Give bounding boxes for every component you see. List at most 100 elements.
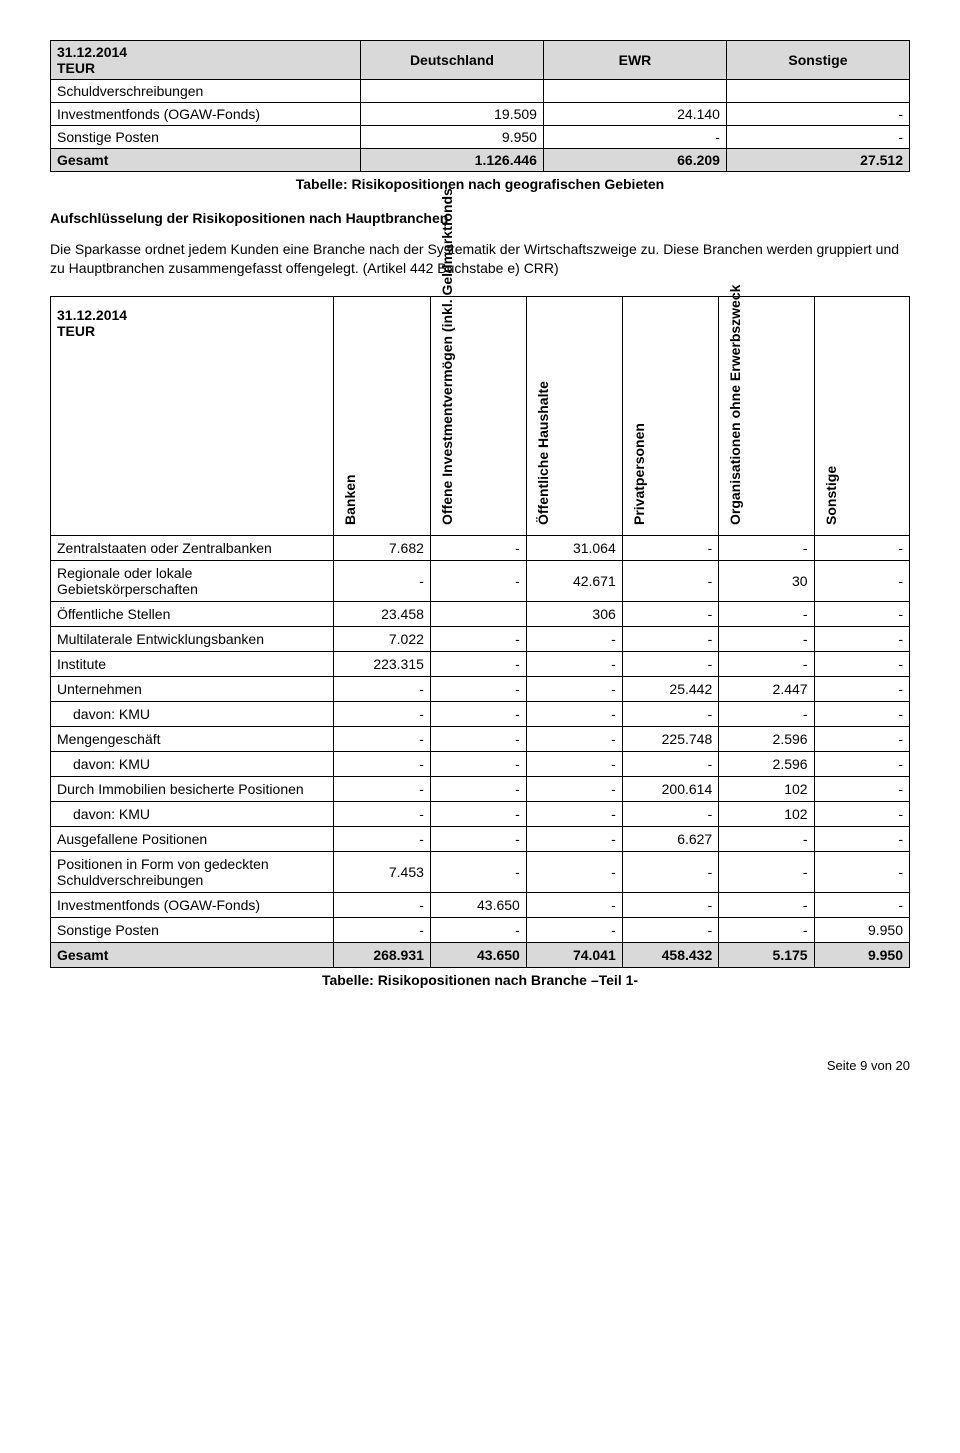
row-label: Sonstige Posten — [51, 126, 361, 149]
table-row: Öffentliche Stellen23.458306--- — [51, 601, 910, 626]
table-row: Mengengeschäft---225.7482.596- — [51, 726, 910, 751]
cell: 2.447 — [719, 676, 814, 701]
cell: 306 — [526, 601, 622, 626]
table-row: Investmentfonds (OGAW-Fonds)-43.650---- — [51, 892, 910, 917]
t1-header-date: 31.12.2014 — [57, 44, 127, 60]
cell: - — [334, 801, 430, 826]
cell: - — [334, 776, 430, 801]
cell: - — [334, 892, 430, 917]
cell: 27.512 — [726, 149, 909, 172]
cell: 7.682 — [334, 535, 430, 560]
t2-col-head-0: Banken — [334, 296, 430, 535]
cell: 7.022 — [334, 626, 430, 651]
cell: - — [622, 751, 718, 776]
table-row: Gesamt1.126.44666.20927.512 — [51, 149, 910, 172]
row-label: Multilaterale Entwicklungsbanken — [51, 626, 334, 651]
t2-col-head-3: Privatpersonen — [622, 296, 718, 535]
t2-col-4: Organisationen ohne Erwerbszweck — [725, 319, 745, 531]
t2-col-head-4: Organisationen ohne Erwerbszweck — [719, 296, 814, 535]
cell: 268.931 — [334, 942, 430, 967]
table-row: davon: KMU----2.596- — [51, 751, 910, 776]
cell: 42.671 — [526, 560, 622, 601]
cell: - — [719, 601, 814, 626]
cell: 9.950 — [814, 942, 909, 967]
cell: 19.509 — [360, 103, 543, 126]
table-row: Schuldverschreibungen — [51, 80, 910, 103]
cell: - — [726, 126, 909, 149]
row-label: Schuldverschreibungen — [51, 80, 361, 103]
cell: - — [430, 651, 526, 676]
cell: - — [430, 726, 526, 751]
cell: - — [526, 801, 622, 826]
cell: 1.126.446 — [360, 149, 543, 172]
cell: 2.596 — [719, 726, 814, 751]
cell: - — [430, 851, 526, 892]
cell: - — [526, 826, 622, 851]
cell: - — [814, 851, 909, 892]
cell: - — [622, 560, 718, 601]
table-risk-geography: 31.12.2014 TEUR Deutschland EWR Sonstige… — [50, 40, 910, 172]
t1-col-2: Sonstige — [726, 41, 909, 80]
cell: 2.596 — [719, 751, 814, 776]
cell: - — [814, 751, 909, 776]
cell: - — [726, 103, 909, 126]
cell: 31.064 — [526, 535, 622, 560]
cell: - — [622, 851, 718, 892]
cell — [360, 80, 543, 103]
cell: - — [719, 626, 814, 651]
cell — [543, 80, 726, 103]
t1-header-unit: TEUR — [57, 60, 95, 76]
cell: 23.458 — [334, 601, 430, 626]
row-label: Öffentliche Stellen — [51, 601, 334, 626]
row-label: Regionale oder lokale Gebietskörperschaf… — [51, 560, 334, 601]
row-label: Mengengeschäft — [51, 726, 334, 751]
cell: - — [814, 651, 909, 676]
cell: - — [719, 701, 814, 726]
cell: - — [622, 535, 718, 560]
cell: - — [814, 535, 909, 560]
table-row: Sonstige Posten-----9.950 — [51, 917, 910, 942]
t1-header-cell: 31.12.2014 TEUR — [51, 41, 361, 80]
cell: - — [719, 535, 814, 560]
cell: - — [543, 126, 726, 149]
cell: - — [719, 917, 814, 942]
cell: - — [334, 826, 430, 851]
cell: - — [334, 560, 430, 601]
cell: - — [526, 651, 622, 676]
t2-col-0: Banken — [340, 319, 360, 531]
t2-caption: Tabelle: Risikopositionen nach Branche –… — [50, 972, 910, 988]
t2-col-head-5: Sonstige — [814, 296, 909, 535]
row-label: Investmentfonds (OGAW-Fonds) — [51, 103, 361, 126]
cell: - — [814, 701, 909, 726]
cell: 458.432 — [622, 942, 718, 967]
cell: - — [814, 601, 909, 626]
row-label: Institute — [51, 651, 334, 676]
row-label: Sonstige Posten — [51, 917, 334, 942]
cell: 225.748 — [622, 726, 718, 751]
cell: - — [719, 892, 814, 917]
table-row: Sonstige Posten9.950-- — [51, 126, 910, 149]
cell: 74.041 — [526, 942, 622, 967]
row-label: Unternehmen — [51, 676, 334, 701]
cell — [430, 601, 526, 626]
cell: - — [430, 676, 526, 701]
cell: - — [719, 651, 814, 676]
cell: - — [526, 776, 622, 801]
row-label: Gesamt — [51, 149, 361, 172]
cell: - — [334, 917, 430, 942]
cell: - — [430, 776, 526, 801]
t2-col-head-2: Öffentliche Haushalte — [526, 296, 622, 535]
cell: 102 — [719, 776, 814, 801]
cell: - — [430, 560, 526, 601]
cell: 200.614 — [622, 776, 718, 801]
cell: - — [814, 776, 909, 801]
cell: - — [622, 601, 718, 626]
cell: 30 — [719, 560, 814, 601]
cell: 9.950 — [814, 917, 909, 942]
cell: - — [526, 701, 622, 726]
cell: 102 — [719, 801, 814, 826]
cell: - — [526, 676, 622, 701]
section-heading: Aufschlüsselung der Risikopositionen nac… — [50, 210, 910, 226]
table-row: davon: KMU------ — [51, 701, 910, 726]
cell: - — [526, 726, 622, 751]
